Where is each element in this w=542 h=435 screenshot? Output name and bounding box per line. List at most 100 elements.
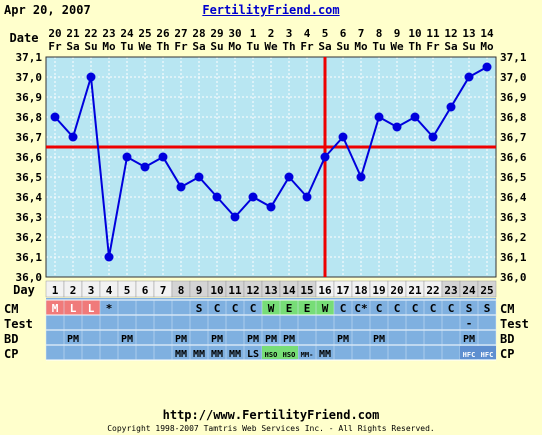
cycle-day-number: 5 [124, 284, 131, 297]
bd-value: PM [283, 334, 295, 345]
weekday-label: Fr [48, 40, 62, 53]
cm-value: * [106, 302, 113, 315]
y-tick-left: 36,3 [16, 211, 43, 224]
weekday-label: Fr [300, 40, 314, 53]
cm-cell [64, 300, 82, 315]
cp-value: LS [247, 349, 259, 360]
bd-row-label-right: BD [500, 332, 514, 346]
site-link[interactable]: FertilityFriend.com [202, 3, 340, 17]
cm-cell [280, 300, 298, 315]
bd-value: PM [121, 334, 133, 345]
chart-date-label: Apr 20, 2007 [4, 3, 91, 17]
cm-row-label: CM [4, 302, 18, 316]
cm-value: E [304, 302, 311, 315]
temperature-point [230, 212, 240, 222]
weekday-label: We [264, 40, 278, 53]
date-number: 20 [48, 27, 61, 40]
cm-value: C [232, 302, 239, 315]
date-row-label: Date [10, 31, 39, 45]
cp-value: HFC [463, 351, 476, 359]
bd-value: PM [463, 334, 475, 345]
cp-value: HFC [481, 351, 494, 359]
temperature-point [86, 72, 96, 82]
cp-value: MM- [301, 351, 314, 359]
date-number: 24 [120, 27, 134, 40]
y-tick-right: 36,4 [500, 191, 527, 204]
temperature-point [428, 132, 438, 142]
weekday-label: Su [462, 40, 475, 53]
cp-value: HSO [283, 351, 296, 359]
temperature-point [140, 162, 150, 172]
date-number: 10 [408, 27, 421, 40]
bd-value: PM [175, 334, 187, 345]
cm-value: M [52, 302, 59, 315]
y-tick-left: 36,9 [16, 91, 43, 104]
bd-value: PM [67, 334, 79, 345]
cp-value: MM [211, 349, 223, 360]
y-tick-left: 36,2 [16, 231, 43, 244]
weekday-label: Tu [120, 40, 133, 53]
weekday-label: Fr [174, 40, 188, 53]
date-number: 4 [304, 27, 311, 40]
cycle-day-number: 13 [264, 284, 277, 297]
date-number: 2 [268, 27, 275, 40]
temperature-point [122, 152, 132, 162]
y-tick-right: 36,0 [500, 271, 527, 284]
temperature-point [104, 252, 114, 262]
cm-cell [316, 300, 334, 315]
cycle-day-number: 6 [142, 284, 149, 297]
weekday-label: Sa [318, 40, 331, 53]
date-number: 26 [156, 27, 170, 40]
cycle-day-number: 7 [160, 284, 167, 297]
cm-cell [82, 300, 100, 315]
temperature-point [320, 152, 330, 162]
cycle-day-number: 12 [246, 284, 259, 297]
y-tick-left: 36,1 [16, 251, 43, 264]
temperature-point [68, 132, 78, 142]
y-tick-left: 36,0 [16, 271, 43, 284]
date-number: 29 [210, 27, 223, 40]
temperature-point [176, 182, 186, 192]
date-number: 14 [480, 27, 494, 40]
weekday-label: Th [408, 40, 421, 53]
bd-value: PM [373, 334, 385, 345]
cp-value: MM [175, 349, 187, 360]
bd-value: PM [265, 334, 277, 345]
cm-value: C [430, 302, 437, 315]
day-cell [477, 280, 497, 298]
cp-cell-highlight [460, 346, 478, 359]
test-row-label: Test [4, 317, 33, 331]
cycle-day-number: 1 [52, 284, 59, 297]
y-tick-right: 36,8 [500, 111, 527, 124]
temperature-point [212, 192, 222, 202]
y-tick-right: 37,1 [500, 51, 527, 64]
cm-value: S [196, 302, 203, 315]
date-number: 3 [286, 27, 293, 40]
footer-url-link[interactable]: http://www.FertilityFriend.com [162, 408, 380, 422]
temperature-point [50, 112, 60, 122]
weekday-label: Tu [246, 40, 259, 53]
cycle-day-number: 14 [282, 284, 296, 297]
cycle-day-number: 25 [480, 284, 493, 297]
cm-value: L [70, 302, 77, 315]
cm-cell [262, 300, 280, 315]
weekday-label: We [138, 40, 152, 53]
date-number: 25 [138, 27, 151, 40]
y-tick-right: 36,9 [500, 91, 527, 104]
cycle-day-number: 9 [196, 284, 203, 297]
cycle-day-number: 20 [390, 284, 403, 297]
temperature-point [248, 192, 258, 202]
y-tick-left: 36,4 [16, 191, 43, 204]
y-tick-right: 36,3 [500, 211, 527, 224]
temperature-point [302, 192, 312, 202]
cm-value: C [340, 302, 347, 315]
cp-value: MM [193, 349, 205, 360]
y-tick-left: 37,1 [16, 51, 43, 64]
cycle-day-number: 8 [178, 284, 185, 297]
cm-cell [298, 300, 316, 315]
cycle-day-number: 16 [318, 284, 332, 297]
date-number: 6 [340, 27, 347, 40]
weekday-label: Mo [480, 40, 494, 53]
cycle-day-number: 10 [210, 284, 223, 297]
